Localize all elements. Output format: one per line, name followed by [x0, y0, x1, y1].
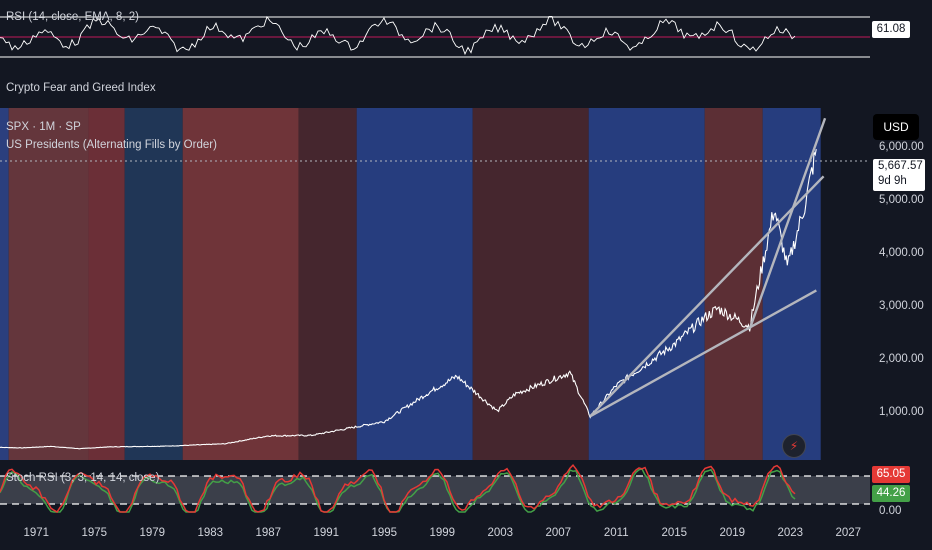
- president-band: [762, 108, 821, 460]
- rsi-pane: [0, 15, 870, 58]
- symbol-label[interactable]: SPX · 1M · SP: [6, 121, 81, 133]
- time-tick: 1995: [371, 527, 398, 539]
- president-band: [0, 108, 9, 460]
- rsi-label: RSI (14, close, EMA, 8, 2): [6, 11, 139, 23]
- current-price: 5,667.57: [878, 160, 923, 172]
- time-tick: 1971: [23, 527, 50, 539]
- indicator-label[interactable]: US Presidents (Alternating Fills by Orde…: [6, 139, 217, 151]
- price-tick: 2,000.00: [879, 353, 924, 365]
- stoch-label: Stoch RSI (3, 3, 14, 14, close): [6, 472, 160, 484]
- president-band: [88, 108, 125, 460]
- president-band: [124, 108, 183, 460]
- time-tick: 1999: [429, 527, 456, 539]
- president-band: [8, 108, 89, 460]
- trendline[interactable]: [748, 117, 827, 330]
- time-tick: 1979: [139, 527, 166, 539]
- rsi-line: [0, 15, 796, 56]
- price-tick: 1,000.00: [879, 406, 924, 418]
- currency-button[interactable]: USD: [873, 114, 919, 140]
- price-tick: 3,000.00: [879, 300, 924, 312]
- stoch-axis-zero: 0.00: [879, 505, 902, 517]
- fear-greed-label: Crypto Fear and Greed Index: [6, 82, 156, 94]
- president-band: [298, 108, 357, 460]
- trendline[interactable]: [589, 175, 825, 418]
- president-band: [704, 108, 763, 460]
- president-band: [182, 108, 299, 460]
- time-tick: 1975: [81, 527, 108, 539]
- president-band: [472, 108, 589, 460]
- time-tick: 2015: [661, 527, 688, 539]
- price-tick: 5,000.00: [879, 194, 924, 206]
- trendline[interactable]: [589, 289, 817, 418]
- bar-countdown: 9d 9h: [878, 175, 907, 187]
- president-band: [588, 108, 705, 460]
- price-tick: 4,000.00: [879, 247, 924, 259]
- time-tick: 2019: [719, 527, 746, 539]
- spx-price-line: [0, 148, 817, 450]
- time-tick: 2007: [545, 527, 572, 539]
- time-tick: 2027: [835, 527, 862, 539]
- time-tick: 2003: [487, 527, 514, 539]
- time-tick: 1983: [197, 527, 224, 539]
- trendlines: [589, 117, 827, 418]
- rsi-value-tag: 61.08: [872, 21, 910, 38]
- time-tick: 2011: [603, 527, 629, 539]
- president-band: [356, 108, 473, 460]
- stoch-k-tag: 65.05: [872, 466, 910, 483]
- price-tag: 5,667.57 9d 9h: [873, 159, 925, 191]
- lightning-icon[interactable]: ⚡: [782, 434, 806, 458]
- time-tick: 2023: [777, 527, 804, 539]
- stoch-d-tag: 44.26: [872, 485, 910, 502]
- president-bands: [0, 108, 821, 460]
- stoch-k-line: [0, 463, 796, 514]
- price-tick: 6,000.00: [879, 141, 924, 153]
- time-tick: 1991: [313, 527, 340, 539]
- time-tick: 1987: [255, 527, 282, 539]
